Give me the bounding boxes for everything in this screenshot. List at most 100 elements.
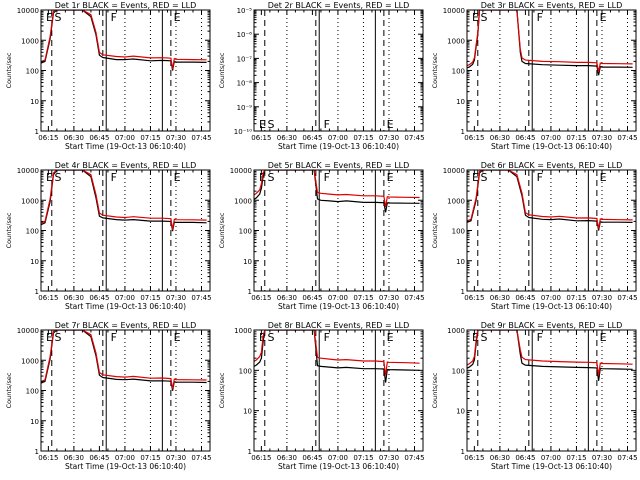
y-tick-label: 10⁻⁸ <box>237 80 253 88</box>
x-tick-label: 06:15 <box>38 134 58 142</box>
phase-marker-label: S <box>480 331 487 344</box>
series-line-events <box>254 330 420 383</box>
phase-marker-label: F <box>537 331 543 344</box>
phase-marker-label: E <box>600 11 607 24</box>
y-tick-label: 10 <box>456 98 465 106</box>
y-tick-label: 1000 <box>447 327 465 335</box>
y-tick-label: 1 <box>461 128 465 136</box>
x-tick-label: 06:45 <box>515 294 535 302</box>
x-tick-label: 07:30 <box>379 294 399 302</box>
x-axis-label: Start Time (19-Oct-13 06:10:40) <box>491 462 612 471</box>
phase-marker-label: E <box>600 171 607 184</box>
x-tick-label: 06:15 <box>251 294 271 302</box>
phase-marker-label: E <box>174 331 181 344</box>
phase-marker-label: S <box>54 331 61 344</box>
y-tick-label: 10⁻¹⁰ <box>234 128 252 136</box>
x-tick-label: 06:30 <box>277 454 297 462</box>
x-tick-label: 07:30 <box>592 454 612 462</box>
y-tick-label: 10 <box>243 408 252 416</box>
x-tick-label: 06:15 <box>464 294 484 302</box>
x-tick-label: 06:15 <box>38 454 58 462</box>
y-tick-label: 1 <box>461 288 465 296</box>
x-tick-label: 06:45 <box>89 454 109 462</box>
chart-title: Det 6r BLACK = Events, RED = LLD <box>481 161 623 170</box>
x-tick-label: 07:00 <box>115 454 135 462</box>
x-tick-label: 07:00 <box>115 134 135 142</box>
y-tick-label: 1 <box>248 448 252 456</box>
phase-marker-label: S <box>480 171 487 184</box>
x-tick-label: 07:15 <box>140 134 160 142</box>
x-tick-label: 07:30 <box>592 294 612 302</box>
x-tick-label: 07:45 <box>191 294 211 302</box>
x-tick-label: 07:00 <box>328 134 348 142</box>
phase-marker-label: E <box>174 11 181 24</box>
x-tick-label: 07:15 <box>140 294 160 302</box>
x-tick-label: 07:15 <box>140 454 160 462</box>
x-axis-label: Start Time (19-Oct-13 06:10:40) <box>278 462 399 471</box>
x-tick-label: 07:45 <box>404 294 424 302</box>
y-tick-label: 1 <box>35 128 39 136</box>
x-axis-label: Start Time (19-Oct-13 06:10:40) <box>65 302 186 311</box>
y-tick-label: 1000 <box>21 197 39 205</box>
phase-marker-label: E <box>387 118 394 131</box>
chart-title: Det 9r BLACK = Events, RED = LLD <box>481 321 623 330</box>
x-tick-label: 06:30 <box>64 454 84 462</box>
y-axis-label: Counts/sec <box>431 212 439 248</box>
x-tick-label: 06:45 <box>89 294 109 302</box>
x-tick-label: 07:30 <box>379 454 399 462</box>
x-tick-label: 07:30 <box>166 454 186 462</box>
x-tick-label: 06:30 <box>277 134 297 142</box>
phase-marker-label: F <box>537 171 543 184</box>
phase-marker-label: S <box>267 331 274 344</box>
y-tick-label: 10000 <box>17 7 39 15</box>
x-tick-label: 06:45 <box>515 134 535 142</box>
phase-marker-label: E <box>46 171 53 184</box>
y-axis-label: Counts/sec <box>5 372 13 408</box>
y-tick-label: 10 <box>456 408 465 416</box>
phase-marker-label: F <box>111 171 117 184</box>
phase-marker-label: E <box>472 11 479 24</box>
series-line-lld <box>254 330 420 376</box>
x-tick-label: 07:15 <box>566 134 586 142</box>
series-line-lld <box>41 170 207 230</box>
phase-marker-label: E <box>46 11 53 24</box>
x-tick-label: 06:15 <box>251 454 271 462</box>
y-tick-label: 10000 <box>230 167 252 175</box>
chart-title: Det 2r BLACK = Events, RED = LLD <box>268 1 410 10</box>
phase-marker-label: F <box>111 331 117 344</box>
x-tick-label: 07:45 <box>617 134 637 142</box>
y-tick-label: 10 <box>30 258 39 266</box>
y-tick-label: 10⁻⁹ <box>237 104 253 112</box>
phase-marker-label: S <box>54 11 61 24</box>
x-tick-label: 07:00 <box>541 294 561 302</box>
chart-title: Det 8r BLACK = Events, RED = LLD <box>268 321 410 330</box>
x-tick-label: 07:00 <box>115 294 135 302</box>
x-tick-label: 07:00 <box>541 134 561 142</box>
x-tick-label: 07:30 <box>379 134 399 142</box>
x-tick-label: 07:30 <box>166 134 186 142</box>
x-tick-label: 07:00 <box>328 294 348 302</box>
y-tick-label: 10⁻⁶ <box>237 31 253 39</box>
y-tick-label: 10000 <box>17 167 39 175</box>
y-tick-label: 10 <box>456 258 465 266</box>
x-tick-label: 06:45 <box>302 134 322 142</box>
plot-frame <box>466 329 637 452</box>
y-tick-label: 10 <box>243 258 252 266</box>
x-tick-label: 07:45 <box>191 134 211 142</box>
phase-marker-label: F <box>324 171 330 184</box>
phase-marker-label: S <box>267 118 274 131</box>
x-tick-label: 07:45 <box>404 134 424 142</box>
y-tick-label: 100 <box>452 68 465 76</box>
y-tick-label: 100 <box>26 228 39 236</box>
series-line-lld <box>467 330 633 376</box>
series-line-lld <box>467 10 633 73</box>
x-tick-label: 07:45 <box>617 294 637 302</box>
y-tick-label: 10⁻⁵ <box>237 7 253 15</box>
x-tick-label: 06:30 <box>64 134 84 142</box>
series-line-lld <box>254 170 420 208</box>
